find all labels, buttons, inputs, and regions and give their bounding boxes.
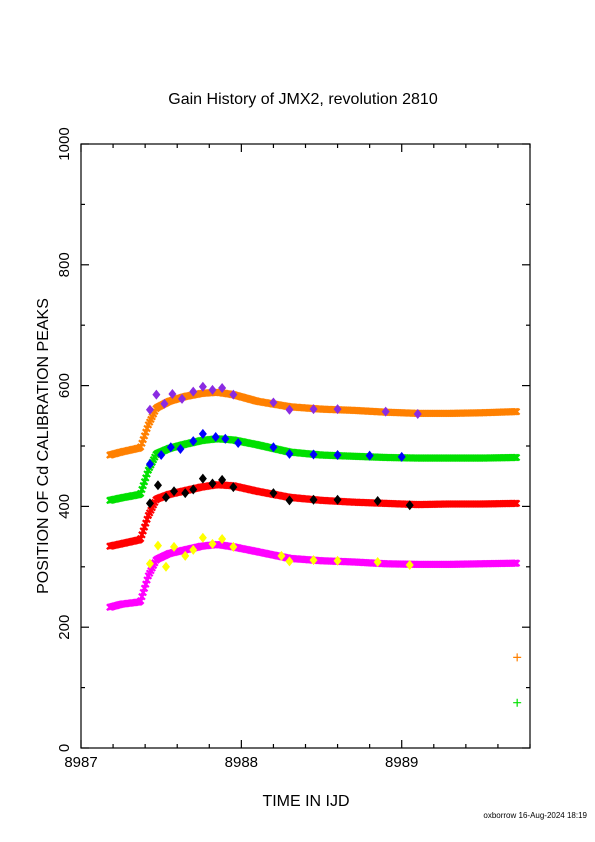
series-6 (106, 540, 521, 612)
measurement-point (229, 541, 238, 552)
measurement-point (208, 478, 217, 489)
series-0 (106, 388, 521, 459)
measurement-point (198, 428, 207, 439)
measurement-point (181, 550, 190, 561)
measurement-point (285, 495, 294, 506)
measurement-point (198, 473, 207, 484)
measurement-point (208, 384, 217, 395)
trend-marker (512, 499, 521, 508)
trend-marker (512, 559, 521, 567)
measurement-point (285, 404, 294, 415)
measurement-point (168, 389, 177, 400)
plot-marks (106, 381, 522, 707)
measurement-point (309, 555, 318, 566)
measurement-point (234, 437, 243, 448)
measurement-point (269, 397, 278, 408)
measurement-point (157, 450, 166, 461)
measurement-point (145, 558, 154, 569)
measurement-point (160, 398, 169, 409)
measurement-point (218, 534, 227, 545)
y-tick-label: 400 (56, 494, 73, 519)
measurement-point (229, 389, 238, 400)
measurement-point (189, 484, 198, 495)
measurement-point (208, 538, 217, 549)
measurement-point (309, 494, 318, 505)
axis-ticks: 8987 8988 8989 0 200 400 600 800 1000 (56, 127, 531, 771)
measurement-point (145, 498, 154, 509)
measurement-point (333, 555, 342, 566)
measurement-point (229, 482, 238, 493)
measurement-point (309, 449, 318, 460)
measurement-point (145, 404, 154, 415)
measurement-point (153, 540, 162, 551)
measurement-point (309, 404, 318, 415)
measurement-point (381, 406, 390, 417)
measurement-point (176, 444, 185, 455)
trend-marker (512, 453, 521, 462)
y-tick-label: 0 (56, 744, 73, 752)
measurement-point (333, 450, 342, 461)
measurement-point (218, 474, 227, 485)
y-axis-label: POSITION OF Cd CALIBRATION PEAKS (35, 298, 52, 594)
measurement-point (397, 451, 406, 462)
chart-title: Gain History of JMX2, revolution 2810 (168, 91, 438, 108)
measurement-point (161, 561, 170, 572)
x-axis-label: TIME IN IJD (262, 793, 349, 810)
plot-frame (80, 143, 531, 749)
measurement-point (181, 488, 190, 499)
measurement-point (189, 436, 198, 447)
measurement-point (170, 541, 179, 552)
x-tick-label: 8987 (64, 754, 97, 771)
footer-credit: oxborrow 16-Aug-2024 18:19 (483, 811, 587, 820)
measurement-point (413, 408, 422, 419)
measurement-point (269, 442, 278, 453)
measurement-point (221, 433, 230, 444)
measurement-point (373, 556, 382, 567)
measurement-point (189, 386, 198, 397)
measurement-point (405, 559, 414, 570)
measurement-point (373, 495, 382, 506)
measurement-point (365, 450, 374, 461)
series-4 (106, 480, 521, 551)
measurement-point (211, 431, 220, 442)
trend-marker (512, 407, 521, 416)
series-7 (145, 532, 414, 572)
measurement-point (333, 404, 342, 415)
y-tick-label: 800 (56, 252, 73, 277)
measurement-point (189, 544, 198, 555)
series-3 (145, 428, 406, 470)
plus-marker (513, 653, 522, 662)
measurement-point (333, 494, 342, 505)
measurement-point (170, 486, 179, 497)
measurement-point (166, 442, 175, 453)
measurement-point (269, 488, 278, 499)
measurement-point (285, 556, 294, 567)
measurement-point (161, 492, 170, 503)
series-5 (145, 473, 414, 511)
measurement-point (153, 480, 162, 491)
y-tick-label: 200 (56, 615, 73, 640)
y-tick-label: 600 (56, 373, 73, 398)
series-1 (145, 381, 422, 419)
measurement-point (178, 393, 187, 404)
measurement-point (152, 389, 161, 400)
measurement-point (198, 532, 207, 543)
measurement-point (285, 448, 294, 459)
measurement-point (277, 550, 286, 561)
measurement-point (405, 500, 414, 511)
x-tick-label: 8989 (385, 754, 418, 771)
y-tick-label: 1000 (56, 127, 73, 160)
plus-marker (513, 698, 522, 707)
measurement-point (198, 381, 207, 392)
x-tick-label: 8988 (225, 754, 258, 771)
measurement-point (145, 459, 154, 470)
measurement-point (218, 383, 227, 394)
